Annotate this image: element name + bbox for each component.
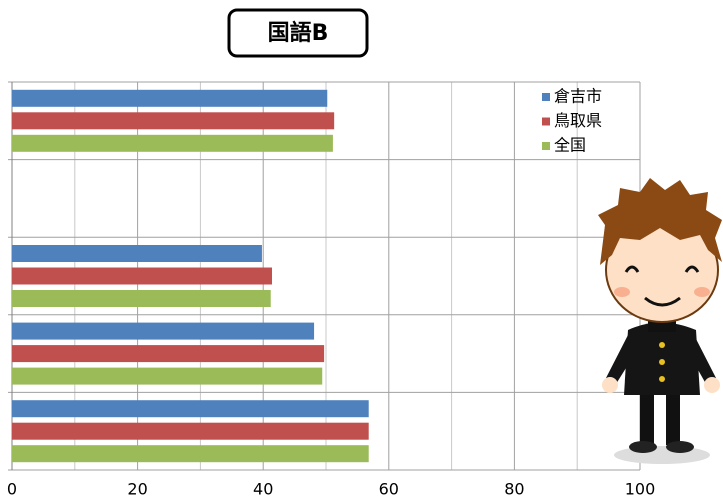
bar [12, 400, 369, 418]
bar [12, 367, 323, 385]
x-tick-label: 60 [379, 480, 399, 499]
title-box [227, 8, 369, 58]
bar [12, 290, 271, 307]
x-tick-label: 20 [127, 480, 147, 499]
chart-title: 国語B [268, 20, 329, 46]
bar [12, 345, 325, 363]
x-tick-label: 40 [253, 480, 273, 499]
x-tick-label: 100 [625, 480, 656, 499]
legend-swatch [542, 117, 550, 126]
bar [12, 267, 272, 285]
legend-swatch [542, 93, 550, 101]
legend-label: 鳥取県 [554, 111, 602, 130]
bar [12, 134, 333, 152]
bar [12, 422, 369, 440]
character [598, 178, 722, 464]
bar [12, 112, 335, 130]
legend-label: 倉吉市 [554, 87, 602, 106]
x-tick-label: 80 [504, 480, 524, 499]
x-tick-label: 0 [7, 480, 17, 499]
bar [12, 245, 262, 262]
bar [12, 89, 328, 107]
bar [12, 445, 369, 463]
legend-label: 全国 [554, 136, 586, 155]
legend-swatch [542, 142, 550, 150]
bar [12, 322, 315, 340]
